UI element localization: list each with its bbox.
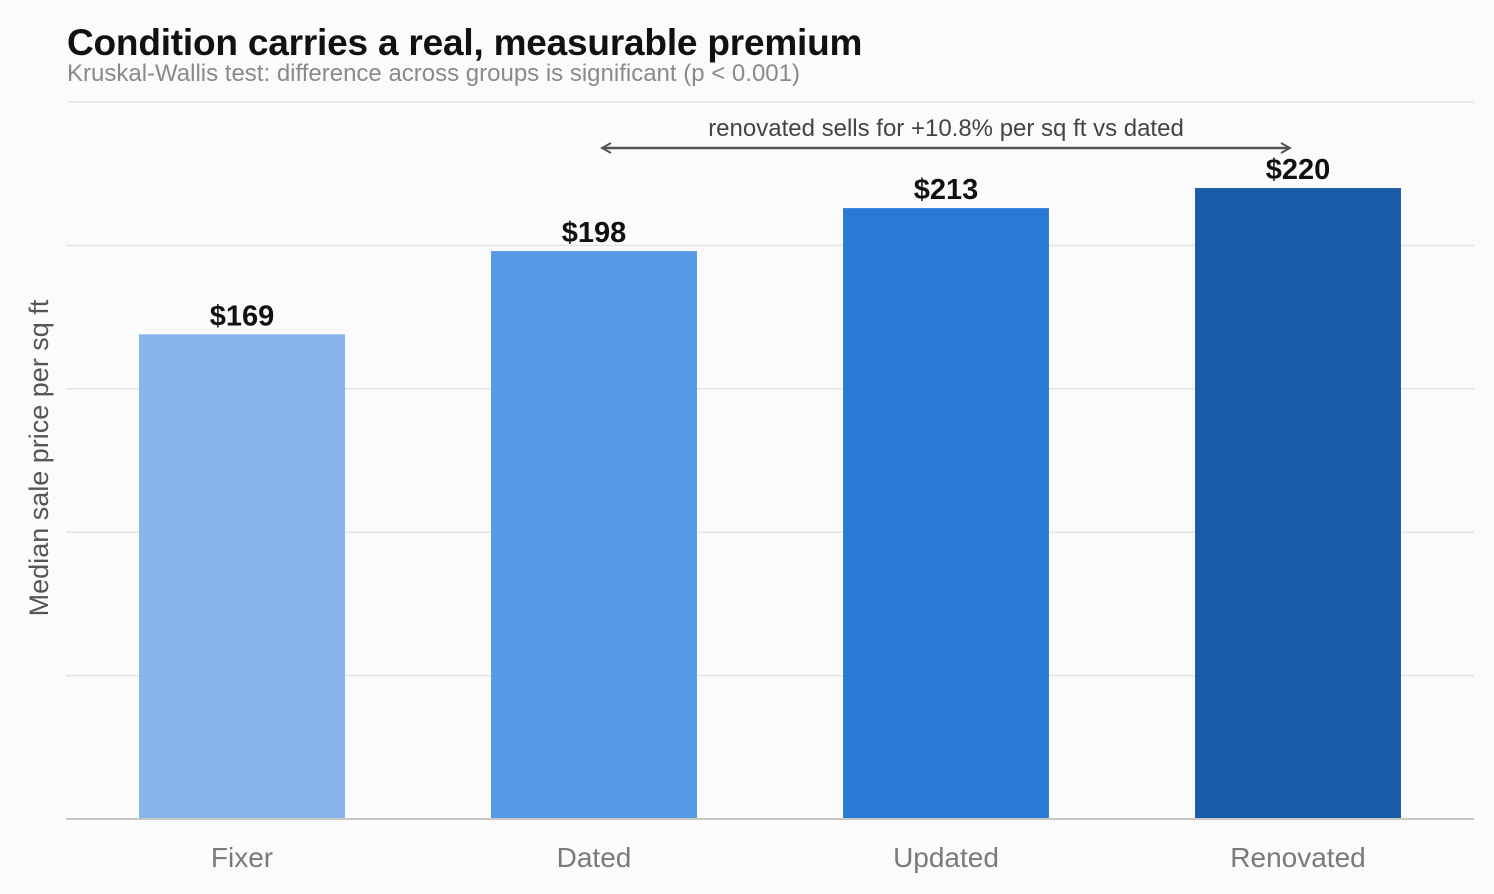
x-tick-renovated: Renovated bbox=[1230, 842, 1365, 873]
value-label-renovated: $220 bbox=[1266, 154, 1331, 186]
chart-title: Condition carries a real, measurable pre… bbox=[67, 22, 863, 63]
bar-dated bbox=[491, 251, 697, 820]
value-labels: $169 $198 $213 $220 bbox=[210, 154, 1331, 332]
x-tick-labels: Fixer Dated Updated Renovated bbox=[211, 842, 1366, 873]
bar-renovated bbox=[1195, 188, 1401, 820]
x-tick-updated: Updated bbox=[893, 842, 999, 873]
value-label-updated: $213 bbox=[914, 174, 979, 206]
value-label-fixer: $169 bbox=[210, 300, 275, 332]
x-tick-dated: Dated bbox=[557, 842, 632, 873]
y-axis-label: Median sale price per sq ft bbox=[24, 299, 54, 616]
bars bbox=[139, 188, 1401, 820]
value-label-dated: $198 bbox=[562, 217, 627, 249]
bar-fixer bbox=[139, 334, 345, 819]
x-tick-fixer: Fixer bbox=[211, 842, 273, 873]
annotation: renovated sells for +10.8% per sq ft vs … bbox=[602, 115, 1290, 148]
chart-subtitle: Kruskal-Wallis test: difference across g… bbox=[67, 60, 800, 87]
annotation-text: renovated sells for +10.8% per sq ft vs … bbox=[708, 115, 1184, 142]
bar-updated bbox=[843, 208, 1049, 820]
